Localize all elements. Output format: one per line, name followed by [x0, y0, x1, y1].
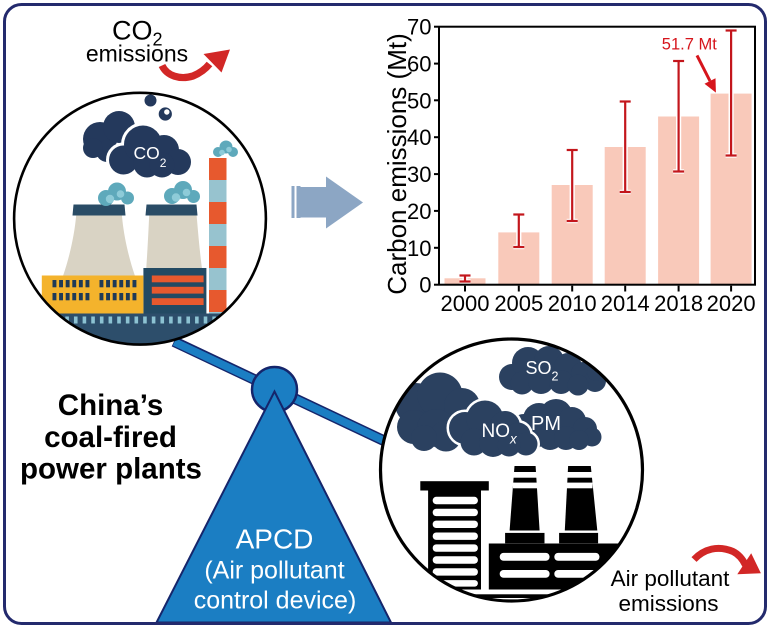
- svg-text:2005: 2005: [494, 291, 543, 316]
- svg-text:30: 30: [407, 162, 431, 187]
- svg-text:control device): control device): [194, 587, 357, 615]
- svg-text:50: 50: [407, 88, 431, 113]
- svg-text:2014: 2014: [601, 291, 650, 316]
- svg-text:0: 0: [419, 273, 431, 298]
- svg-text:Carbon emissions (Mt): Carbon emissions (Mt): [382, 33, 412, 295]
- svg-text:power plants: power plants: [20, 453, 202, 486]
- svg-text:51.7 Mt: 51.7 Mt: [662, 36, 717, 54]
- svg-text:China’s: China’s: [58, 389, 163, 422]
- svg-text:emissions: emissions: [618, 591, 718, 616]
- svg-text:70: 70: [407, 15, 431, 40]
- svg-text:2020: 2020: [707, 291, 756, 316]
- svg-text:coal-fired: coal-fired: [44, 421, 177, 454]
- svg-text:60: 60: [407, 52, 431, 77]
- svg-text:40: 40: [407, 125, 431, 150]
- svg-text:2010: 2010: [548, 291, 597, 316]
- svg-text:emissions: emissions: [86, 41, 188, 67]
- svg-text:2018: 2018: [654, 291, 703, 316]
- svg-text:PM: PM: [531, 413, 561, 435]
- svg-text:10: 10: [407, 236, 431, 261]
- svg-text:2000: 2000: [441, 291, 490, 316]
- svg-text:(Air pollutant: (Air pollutant: [204, 557, 344, 585]
- svg-text:APCD: APCD: [236, 524, 314, 555]
- svg-text:20: 20: [407, 199, 431, 224]
- svg-text:Air pollutant: Air pollutant: [611, 566, 731, 591]
